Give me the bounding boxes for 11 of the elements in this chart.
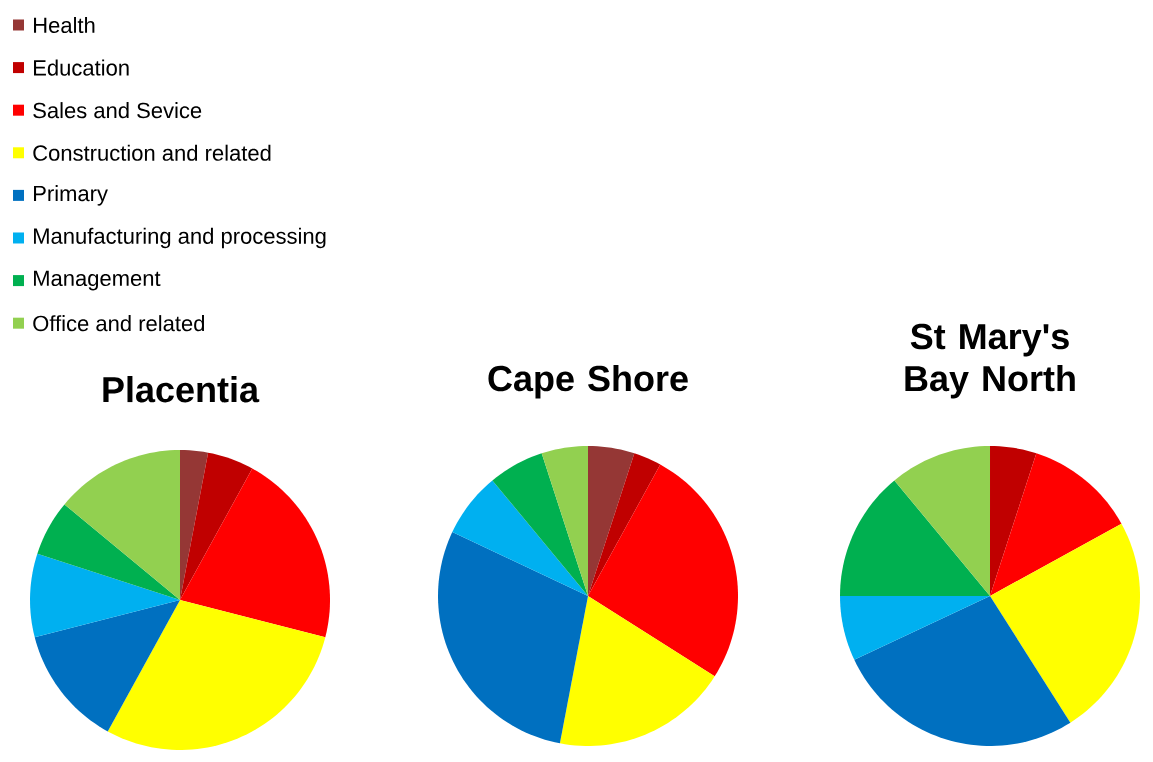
legend-label: Manufacturing and processing xyxy=(34,227,326,249)
legend-label: Education xyxy=(34,59,129,76)
legend-label: Construction and related xyxy=(33,144,271,161)
legend-label: Health xyxy=(34,16,95,34)
legend-label: Primary xyxy=(34,185,108,206)
legend-label: Office and related xyxy=(33,315,205,332)
legend-label: Management xyxy=(34,270,161,291)
chart-title: St Mary's Bay North xyxy=(905,323,1075,399)
text: Placentia xyxy=(103,376,260,403)
legend-label: Sales and Sevice xyxy=(33,102,202,119)
chart-title: Cape Shore xyxy=(488,364,688,399)
